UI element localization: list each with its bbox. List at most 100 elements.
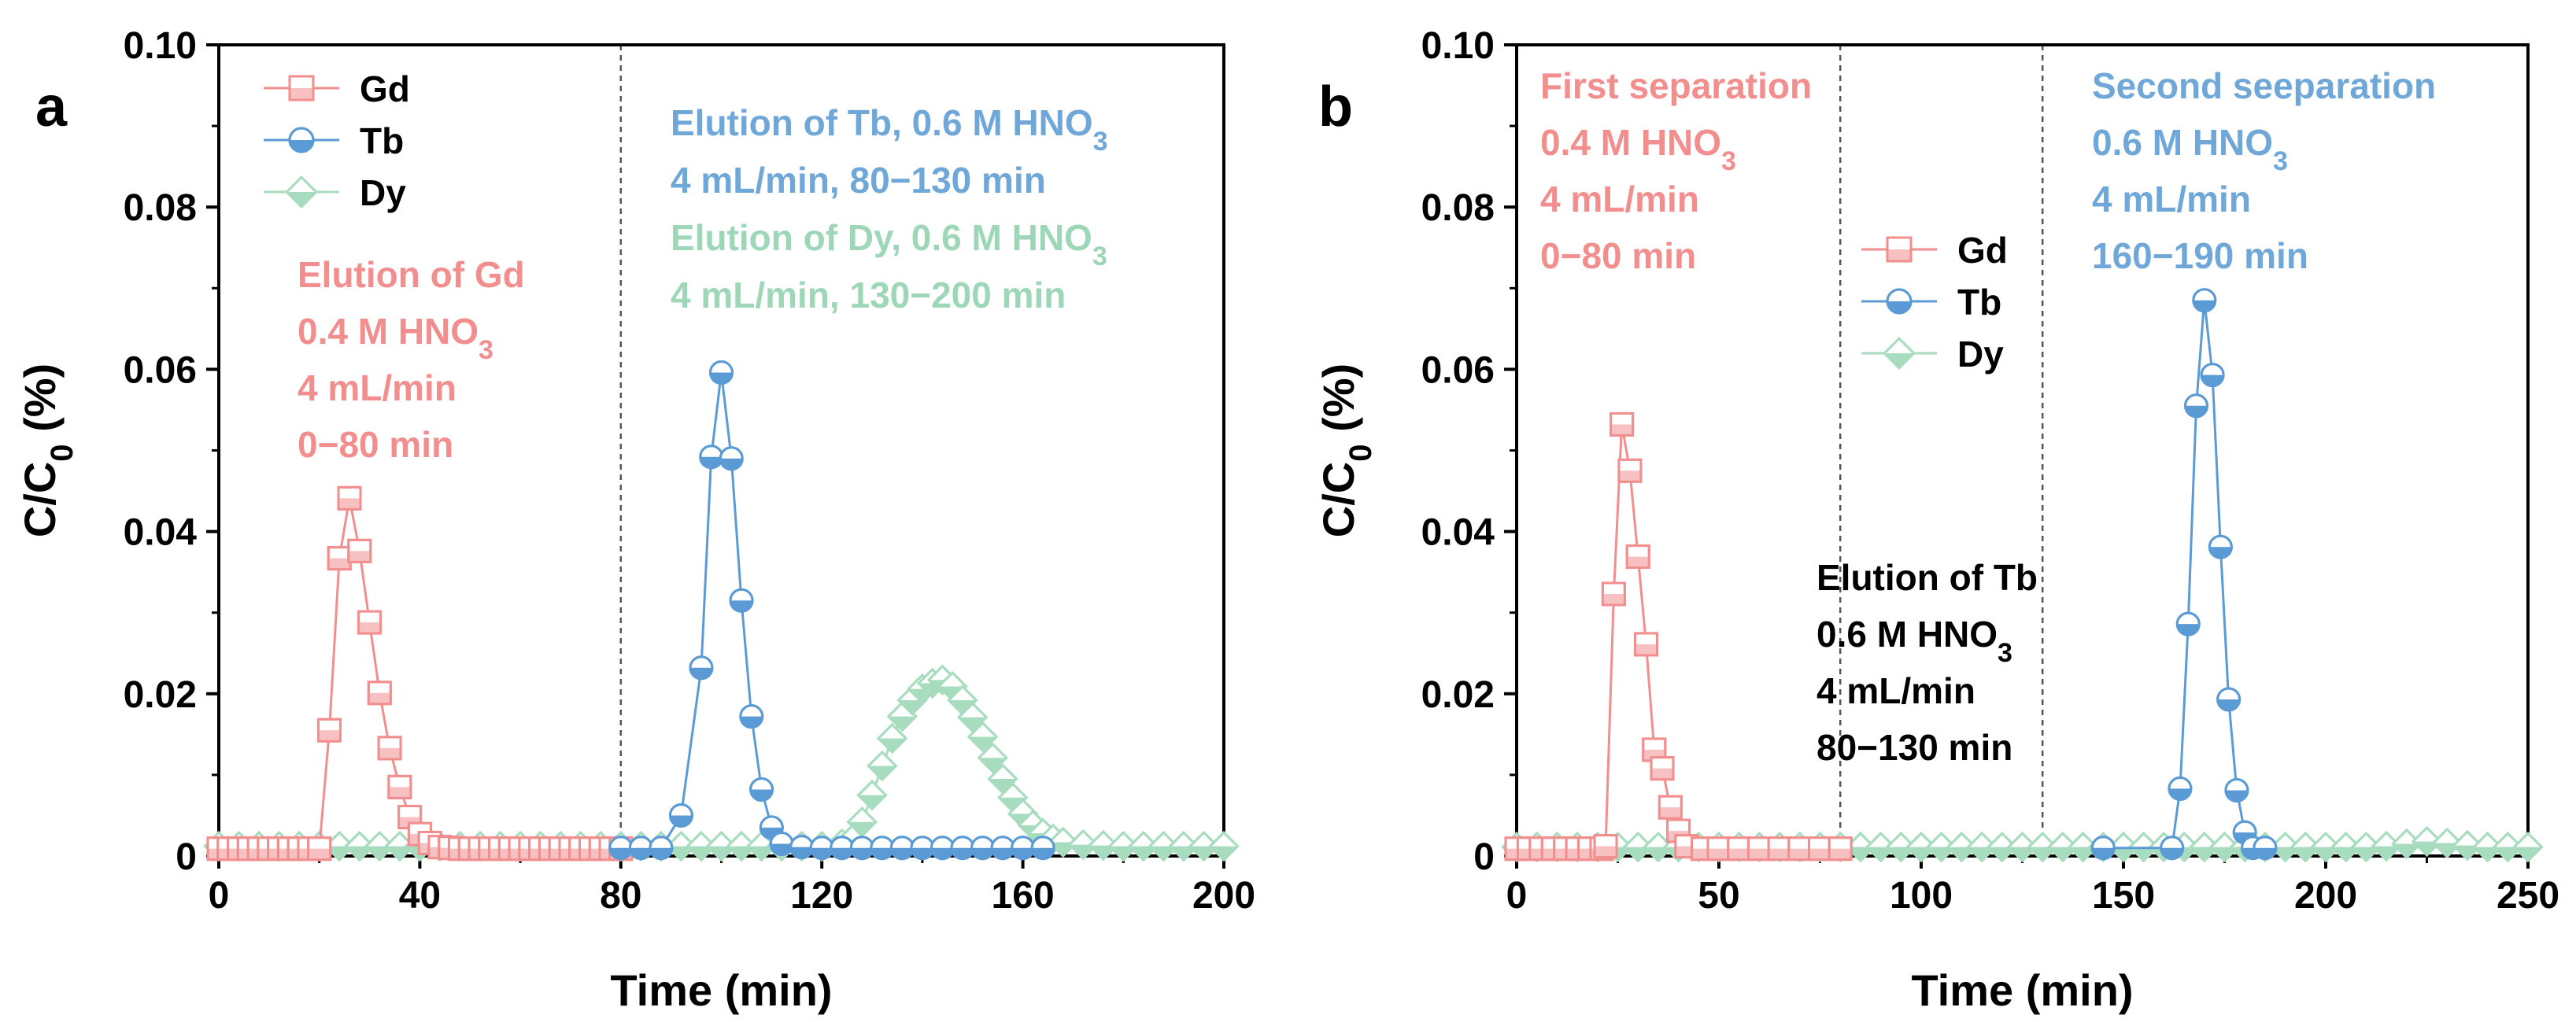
annotation-line: 80−130 min (1817, 727, 2012, 768)
data-point (846, 806, 878, 838)
legend-marker (288, 75, 315, 101)
series-line (1517, 424, 1841, 850)
data-point (686, 831, 717, 862)
series-gd (206, 485, 634, 862)
marker-fill (848, 821, 876, 836)
data-point (327, 546, 352, 571)
data-point (2067, 832, 2099, 863)
marker-outline (1128, 831, 1159, 862)
x-axis-title: Time (min) (610, 965, 832, 1015)
marker-outline (729, 588, 754, 613)
marker-fill (2009, 847, 2036, 862)
data-point (2160, 836, 2185, 861)
marker-fill (2109, 847, 2138, 862)
marker-fill (1708, 848, 1730, 860)
annotation-line: 0.4 M HNO3 (1540, 122, 1736, 176)
data-point (2330, 832, 2362, 863)
legend-marker (1883, 337, 1916, 370)
marker-outline (2067, 832, 2099, 863)
marker-fill (1884, 353, 1914, 368)
data-point (705, 831, 737, 862)
data-point (1650, 756, 1675, 781)
marker-outline (1148, 831, 1180, 862)
marker-outline (1828, 836, 1853, 862)
chart-panel-b: 0 50 100 150 200 250 0 0.02 0.04 0.06 0.08 0.10 Time… (1314, 25, 2559, 1015)
data-point (307, 836, 332, 862)
data-point (668, 802, 693, 828)
data-point (910, 836, 935, 861)
data-point (2224, 777, 2249, 802)
data-point (856, 780, 888, 811)
data-point (1658, 795, 1683, 820)
marker-outline (1658, 795, 1683, 820)
data-point (2184, 393, 2209, 419)
data-point (990, 836, 1015, 861)
data-point (2216, 687, 2242, 712)
marker-outline (977, 742, 1008, 773)
text-run: 4 mL/min, 130−200 min (671, 275, 1066, 315)
data-point (889, 836, 915, 861)
marker-fill (1968, 847, 1996, 862)
y-tick-label: 0 (1473, 836, 1495, 878)
y-tick-label: 0.06 (124, 349, 197, 391)
text-run: 0−80 min (1540, 235, 1696, 276)
data-point (1727, 836, 1752, 862)
annotation-line: 0.4 M HNO3 (298, 311, 493, 365)
y-axis-title-tail: (%) (1314, 363, 1363, 445)
marker-fill (868, 766, 896, 780)
marker-fill (386, 846, 414, 861)
legend-label: Dy (1957, 334, 2004, 374)
data-point (930, 836, 955, 861)
data-point (1610, 412, 1635, 437)
y-tick-label: 0.02 (1421, 674, 1495, 716)
annotation: Elution of Dy, 0.6 M HNO3 4 mL/min, 130−2… (671, 217, 1107, 315)
marker-fill (748, 846, 776, 861)
marker-outline (347, 538, 372, 563)
subscript: 3 (1092, 242, 1107, 271)
series-tb (608, 360, 1055, 861)
data-point (830, 836, 855, 861)
y-axis-title-sub: 0 (45, 444, 79, 461)
marker-outline (2269, 832, 2301, 863)
data-point (870, 836, 895, 861)
marker-outline (2216, 687, 2242, 712)
marker-outline (719, 446, 744, 471)
marker-fill (1149, 846, 1177, 861)
marker-fill (1627, 556, 1650, 568)
annotation-line: 4 mL/min, 130−200 min (671, 275, 1066, 315)
marker-fill (878, 738, 907, 753)
y-tick-label: 0.10 (124, 25, 197, 67)
marker-outline (364, 831, 395, 862)
legend-entry-tb: Tb (264, 120, 404, 161)
marker-fill (328, 558, 351, 570)
data-point (337, 485, 362, 511)
marker-outline (307, 836, 332, 862)
annotation-line: 0.6 M HNO3 (2092, 122, 2288, 176)
marker-fill (727, 846, 756, 861)
data-point (1168, 831, 1199, 862)
marker-fill (2190, 847, 2219, 862)
data-point (608, 836, 634, 861)
marker-fill (1887, 847, 1915, 862)
marker-fill (948, 700, 977, 714)
data-point (699, 445, 724, 470)
marker-fill (1644, 847, 1672, 862)
data-point (2310, 832, 2341, 863)
marker-fill (888, 716, 916, 731)
marker-fill (1602, 593, 1625, 605)
data-point (709, 360, 734, 386)
marker-fill (1109, 846, 1137, 861)
marker-outline (856, 780, 888, 811)
marker-fill (318, 730, 341, 742)
marker-outline (1905, 832, 1937, 863)
annotation-line: Elution of Tb (1817, 557, 2038, 598)
x-tick-label: 40 (399, 875, 441, 917)
legend-label: Tb (1957, 282, 2001, 323)
text-run: Elution of Tb (1817, 557, 2038, 598)
text-run: Elution of Dy, 0.6 M HNO (671, 217, 1092, 258)
data-point (896, 684, 928, 716)
marker-outline (2189, 832, 2220, 863)
subscript: 3 (1721, 146, 1736, 176)
data-point (2189, 832, 2220, 863)
